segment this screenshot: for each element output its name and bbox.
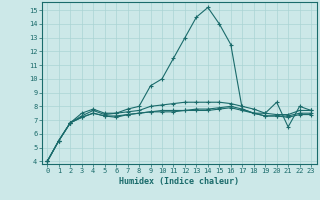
X-axis label: Humidex (Indice chaleur): Humidex (Indice chaleur) [119,177,239,186]
